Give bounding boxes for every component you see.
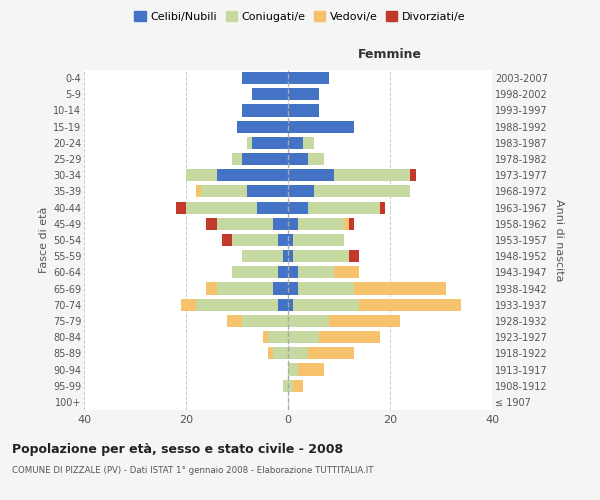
- Bar: [298, 282, 355, 294]
- Bar: [196, 298, 278, 311]
- Y-axis label: Anni di nascita: Anni di nascita: [554, 198, 565, 281]
- Bar: [334, 169, 410, 181]
- Bar: [278, 298, 288, 311]
- Bar: [283, 380, 288, 392]
- Bar: [319, 331, 380, 343]
- Bar: [288, 88, 319, 101]
- Bar: [329, 315, 400, 327]
- Bar: [293, 380, 304, 392]
- Bar: [410, 169, 416, 181]
- Bar: [308, 348, 355, 360]
- Bar: [288, 202, 308, 213]
- Bar: [273, 282, 288, 294]
- Bar: [308, 153, 324, 165]
- Bar: [278, 266, 288, 278]
- Bar: [268, 331, 288, 343]
- Bar: [242, 250, 283, 262]
- Bar: [288, 315, 329, 327]
- Y-axis label: Fasce di età: Fasce di età: [38, 207, 49, 273]
- Bar: [283, 250, 288, 262]
- Bar: [359, 298, 461, 311]
- Bar: [186, 202, 257, 213]
- Bar: [217, 218, 273, 230]
- Legend: Celibi/Nubili, Coniugati/e, Vedovi/e, Divorziati/e: Celibi/Nubili, Coniugati/e, Vedovi/e, Di…: [131, 8, 469, 25]
- Bar: [263, 331, 268, 343]
- Text: Femmine: Femmine: [358, 48, 422, 62]
- Bar: [288, 120, 355, 132]
- Bar: [206, 282, 217, 294]
- Bar: [380, 202, 385, 213]
- Bar: [242, 72, 288, 84]
- Bar: [288, 104, 319, 117]
- Bar: [268, 348, 273, 360]
- Bar: [288, 137, 304, 149]
- Bar: [288, 298, 293, 311]
- Bar: [288, 331, 319, 343]
- Bar: [253, 137, 288, 149]
- Bar: [293, 250, 349, 262]
- Bar: [227, 315, 242, 327]
- Bar: [288, 218, 298, 230]
- Bar: [288, 348, 308, 360]
- Bar: [355, 282, 446, 294]
- Bar: [176, 202, 186, 213]
- Bar: [196, 186, 202, 198]
- Bar: [288, 153, 308, 165]
- Bar: [217, 282, 273, 294]
- Bar: [288, 266, 298, 278]
- Bar: [242, 104, 288, 117]
- Bar: [232, 266, 278, 278]
- Bar: [288, 234, 293, 246]
- Bar: [206, 218, 217, 230]
- Bar: [349, 218, 355, 230]
- Bar: [308, 202, 380, 213]
- Bar: [273, 218, 288, 230]
- Bar: [232, 153, 242, 165]
- Bar: [217, 169, 288, 181]
- Bar: [186, 169, 217, 181]
- Bar: [288, 364, 298, 376]
- Bar: [247, 186, 288, 198]
- Text: Popolazione per età, sesso e stato civile - 2008: Popolazione per età, sesso e stato civil…: [12, 442, 343, 456]
- Bar: [278, 234, 288, 246]
- Bar: [232, 234, 278, 246]
- Text: COMUNE DI PIZZALE (PV) - Dati ISTAT 1° gennaio 2008 - Elaborazione TUTTITALIA.IT: COMUNE DI PIZZALE (PV) - Dati ISTAT 1° g…: [12, 466, 373, 475]
- Bar: [247, 137, 253, 149]
- Bar: [181, 298, 196, 311]
- Bar: [288, 282, 298, 294]
- Bar: [293, 234, 344, 246]
- Bar: [242, 315, 288, 327]
- Bar: [344, 218, 349, 230]
- Bar: [202, 186, 247, 198]
- Bar: [293, 298, 359, 311]
- Bar: [304, 137, 314, 149]
- Bar: [222, 234, 232, 246]
- Bar: [288, 169, 334, 181]
- Bar: [349, 250, 359, 262]
- Bar: [298, 266, 334, 278]
- Bar: [288, 380, 293, 392]
- Bar: [253, 88, 288, 101]
- Bar: [288, 250, 293, 262]
- Bar: [257, 202, 288, 213]
- Bar: [298, 218, 344, 230]
- Bar: [314, 186, 410, 198]
- Bar: [288, 72, 329, 84]
- Bar: [298, 364, 324, 376]
- Bar: [334, 266, 359, 278]
- Bar: [242, 153, 288, 165]
- Bar: [237, 120, 288, 132]
- Bar: [288, 186, 314, 198]
- Bar: [273, 348, 288, 360]
